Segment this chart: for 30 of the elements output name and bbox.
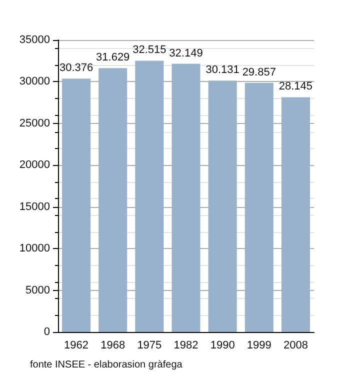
y-tick-label: 10000 xyxy=(19,242,50,255)
y-tick-label: 30000 xyxy=(19,76,50,88)
data-label: 31.629 xyxy=(96,52,130,64)
x-tick-label: 1999 xyxy=(246,340,272,352)
bar xyxy=(135,60,164,332)
data-label: 28.145 xyxy=(278,80,313,93)
bar xyxy=(62,78,91,332)
y-tick-label: 0 xyxy=(44,326,50,338)
bar xyxy=(244,82,274,332)
source-note: fonte INSEE - elaborasion gràfega xyxy=(30,360,183,370)
x-tick-label: 1962 xyxy=(64,340,89,352)
x-tick-label: 1975 xyxy=(137,340,162,352)
data-label: 30.376 xyxy=(59,62,94,74)
y-tick-label: 15000 xyxy=(19,200,50,213)
bar xyxy=(208,80,237,332)
data-label: 30.131 xyxy=(206,64,240,76)
bar xyxy=(172,64,200,332)
x-tick-label: 2008 xyxy=(283,340,308,352)
bar xyxy=(281,97,310,332)
data-label: 29.857 xyxy=(242,66,276,78)
y-tick-label: 20000 xyxy=(19,159,50,172)
data-label: 32.149 xyxy=(169,47,203,60)
x-tick-label: 1990 xyxy=(210,340,235,352)
x-tick-label: 1968 xyxy=(100,340,126,352)
y-tick-label: 35000 xyxy=(19,34,50,46)
data-label: 32.515 xyxy=(132,44,166,56)
bar xyxy=(98,68,128,332)
y-tick-label: 5000 xyxy=(26,284,50,296)
x-tick-label: 1982 xyxy=(174,340,198,352)
y-tick-label: 25000 xyxy=(19,117,50,130)
